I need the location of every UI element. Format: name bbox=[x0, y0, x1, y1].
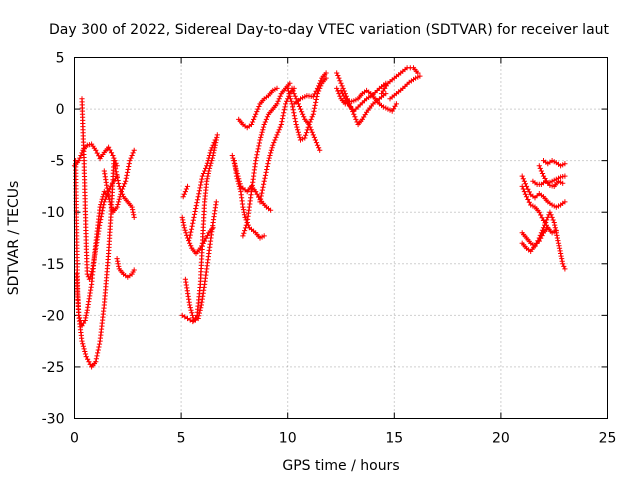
data-series bbox=[519, 225, 551, 254]
series-markers bbox=[180, 183, 191, 200]
series-markers bbox=[519, 173, 568, 210]
data-series bbox=[114, 256, 137, 280]
x-tick-label: 10 bbox=[279, 431, 297, 447]
series-markers bbox=[378, 65, 421, 97]
data-series bbox=[240, 80, 293, 239]
series-markers bbox=[112, 163, 137, 220]
series-markers bbox=[240, 80, 293, 239]
x-tick-label: 25 bbox=[599, 431, 617, 447]
y-tick-label: 5 bbox=[56, 51, 65, 67]
data-series bbox=[378, 65, 421, 97]
x-tick-label: 20 bbox=[492, 431, 510, 447]
series-markers bbox=[114, 256, 137, 280]
x-tick-label: 5 bbox=[177, 431, 186, 447]
series-markers bbox=[101, 147, 137, 215]
data-series bbox=[112, 163, 137, 220]
data-series bbox=[231, 158, 267, 241]
data-series bbox=[289, 85, 323, 153]
y-tick-label: -30 bbox=[42, 412, 65, 428]
series-markers bbox=[182, 132, 220, 324]
series-markers bbox=[187, 137, 218, 241]
y-tick-label: -20 bbox=[42, 308, 65, 324]
data-series bbox=[540, 158, 568, 169]
data-series bbox=[236, 85, 280, 131]
series-markers bbox=[291, 70, 329, 107]
series-markers bbox=[289, 85, 323, 153]
data-series bbox=[519, 173, 568, 210]
series-markers bbox=[71, 141, 120, 169]
plot-frame bbox=[74, 57, 608, 419]
data-series bbox=[334, 85, 399, 114]
series-markers bbox=[74, 158, 117, 370]
axis-ticks: 0 5 10 15 20 25 -30 -25 -20 -15 -10 -5 0 5 bbox=[42, 51, 617, 447]
data-series bbox=[530, 178, 566, 189]
data-series bbox=[179, 199, 219, 325]
y-axis-label: SDTVAR / TECUs bbox=[6, 181, 22, 296]
data-series bbox=[182, 132, 220, 324]
data-traces bbox=[71, 65, 568, 370]
series-markers bbox=[79, 96, 120, 282]
data-series bbox=[79, 96, 120, 282]
y-tick-label: -10 bbox=[42, 205, 65, 221]
series-markers bbox=[338, 80, 389, 114]
series-markers bbox=[387, 73, 423, 102]
series-markers bbox=[530, 178, 566, 189]
y-tick-label: -25 bbox=[42, 360, 65, 376]
data-series bbox=[387, 73, 423, 102]
y-tick-label: 0 bbox=[56, 102, 65, 118]
grid-lines bbox=[74, 57, 608, 419]
chart-title: Day 300 of 2022, Sidereal Day-to-day VTE… bbox=[49, 22, 610, 38]
series-markers bbox=[519, 225, 551, 254]
x-axis-label: GPS time / hours bbox=[282, 458, 399, 474]
y-tick-label: -15 bbox=[42, 257, 65, 273]
x-tick-label: 0 bbox=[70, 431, 79, 447]
data-series bbox=[179, 214, 216, 257]
series-markers bbox=[540, 158, 568, 169]
data-series bbox=[101, 147, 137, 215]
data-series bbox=[180, 183, 191, 200]
y-tick-label: -5 bbox=[51, 154, 65, 170]
x-tick-label: 15 bbox=[385, 431, 403, 447]
data-series bbox=[187, 137, 218, 241]
data-series bbox=[74, 158, 117, 370]
data-series bbox=[291, 70, 329, 107]
series-markers bbox=[236, 85, 280, 131]
data-series bbox=[71, 141, 120, 169]
series-markers bbox=[179, 214, 216, 257]
series-markers bbox=[334, 85, 399, 114]
